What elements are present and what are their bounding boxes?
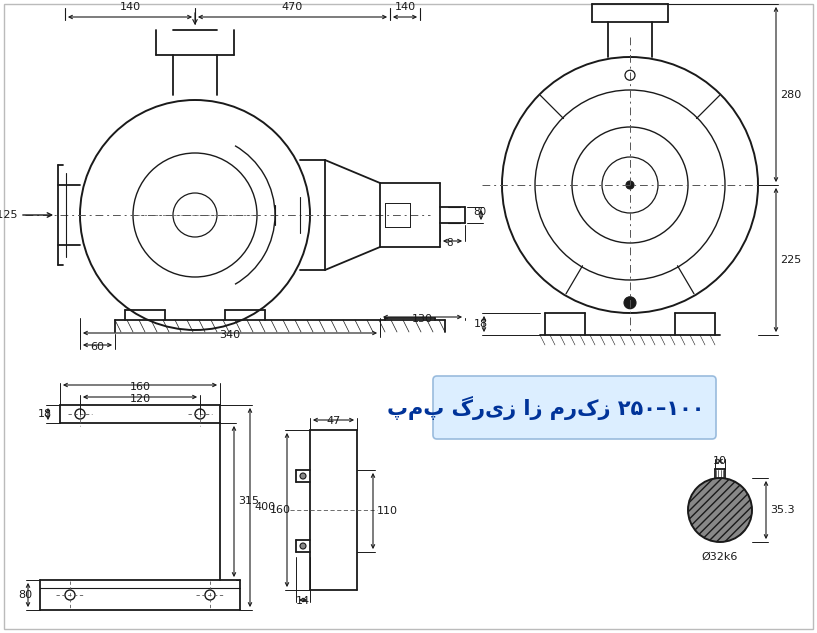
Text: 14: 14 [296,596,310,606]
Text: 18: 18 [474,319,488,329]
FancyBboxPatch shape [433,376,716,439]
Text: 130: 130 [412,314,433,324]
Text: 60: 60 [91,342,105,352]
Circle shape [300,543,306,549]
Text: 110: 110 [377,506,398,516]
Text: 470: 470 [282,2,303,12]
Text: 10: 10 [713,456,727,466]
Circle shape [688,478,752,542]
Circle shape [300,473,306,479]
Text: 340: 340 [220,330,240,340]
Text: 280: 280 [780,89,801,99]
Text: 120: 120 [129,394,150,404]
Text: DN 125: DN 125 [0,210,18,220]
Text: 18: 18 [38,409,52,419]
Text: پمپ گریز از مرکز ۲۵۰–۱۰۰: پمپ گریز از مرکز ۲۵۰–۱۰۰ [386,396,704,420]
Text: 225: 225 [780,255,801,265]
Text: 160: 160 [130,382,150,392]
Text: 315: 315 [238,496,259,506]
Text: 400: 400 [254,503,275,513]
Text: 35.3: 35.3 [770,505,795,515]
Text: 8: 8 [447,238,453,248]
Circle shape [624,297,636,309]
Text: Ø32k6: Ø32k6 [702,552,739,562]
Text: 140: 140 [119,2,141,12]
Text: 140: 140 [395,2,416,12]
Text: 80: 80 [473,207,486,217]
Text: 47: 47 [326,416,341,426]
Circle shape [626,181,634,189]
Text: 80: 80 [18,590,32,600]
Text: 160: 160 [270,505,291,515]
